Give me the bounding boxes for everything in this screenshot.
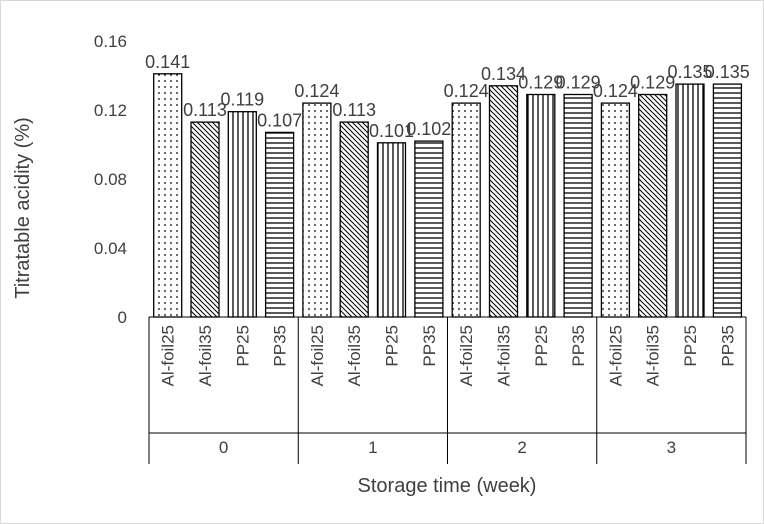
data-label: 0.134 <box>481 64 526 84</box>
group-label: 1 <box>368 438 377 457</box>
category-label: Al-foil35 <box>644 325 663 386</box>
bar <box>451 102 481 318</box>
category-label: PP35 <box>718 325 737 367</box>
group-label: 2 <box>517 438 526 457</box>
data-label: 0.101 <box>369 121 414 141</box>
data-label: 0.135 <box>705 62 750 82</box>
bar <box>488 85 519 318</box>
y-tick-label: 0.08 <box>94 170 127 189</box>
data-label: 0.124 <box>444 81 489 101</box>
y-tick-label: 0 <box>118 308 127 327</box>
bar <box>712 83 743 318</box>
data-label: 0.135 <box>667 62 712 82</box>
data-labels: 0.1410.1130.1190.1070.1240.1130.1010.102… <box>145 52 750 141</box>
category-label: PP25 <box>233 325 252 367</box>
category-label: PP35 <box>569 325 588 367</box>
bar <box>526 93 556 318</box>
category-label: Al-foil35 <box>495 325 514 386</box>
bar <box>376 142 407 318</box>
bar <box>302 102 332 318</box>
group-label: 0 <box>219 438 228 457</box>
bars <box>153 73 743 318</box>
category-label: Al-foil25 <box>159 325 178 386</box>
data-label: 0.129 <box>518 73 563 93</box>
y-tick-label: 0.04 <box>94 239 127 258</box>
bar <box>638 93 668 318</box>
bar <box>339 121 369 318</box>
bar <box>563 93 593 318</box>
bar <box>190 121 220 318</box>
category-label: PP25 <box>681 325 700 367</box>
data-label: 0.107 <box>257 110 302 130</box>
y-axis-ticks: 0 0.04 0.08 0.12 0.16 <box>94 32 127 327</box>
y-tick-label: 0.16 <box>94 32 127 51</box>
category-label: PP35 <box>271 325 290 367</box>
data-label: 0.124 <box>593 81 638 101</box>
category-label: PP25 <box>532 325 551 367</box>
data-label: 0.113 <box>332 100 376 120</box>
bar <box>227 111 257 318</box>
data-label: 0.119 <box>220 90 264 110</box>
bar <box>414 140 444 318</box>
category-label: Al-foil25 <box>457 325 476 386</box>
category-label: Al-foil35 <box>196 325 215 386</box>
category-label: Al-foil35 <box>345 325 364 386</box>
category-label: PP35 <box>420 325 439 367</box>
bar <box>675 83 705 318</box>
y-tick-label: 0.12 <box>94 101 127 120</box>
data-label: 0.102 <box>406 119 451 139</box>
bar <box>153 73 183 318</box>
data-label: 0.141 <box>145 52 190 72</box>
data-label: 0.129 <box>630 73 675 93</box>
group-label: 3 <box>667 438 676 457</box>
data-label: 0.113 <box>183 100 227 120</box>
category-label: Al-foil25 <box>606 325 625 386</box>
bar <box>600 102 631 318</box>
x-axis-title: Storage time (week) <box>358 475 537 497</box>
data-label: 0.129 <box>556 73 601 93</box>
y-axis-title: Titratable acidity (%) <box>12 117 34 299</box>
category-label: Al-foil25 <box>308 325 327 386</box>
bar <box>264 131 295 318</box>
data-label: 0.124 <box>294 81 339 101</box>
x-axis: Al-foil25 Al-foil35 PP25 PP35 0 Al-foil25 Al-f… <box>148 316 747 464</box>
category-label: PP25 <box>383 325 402 367</box>
